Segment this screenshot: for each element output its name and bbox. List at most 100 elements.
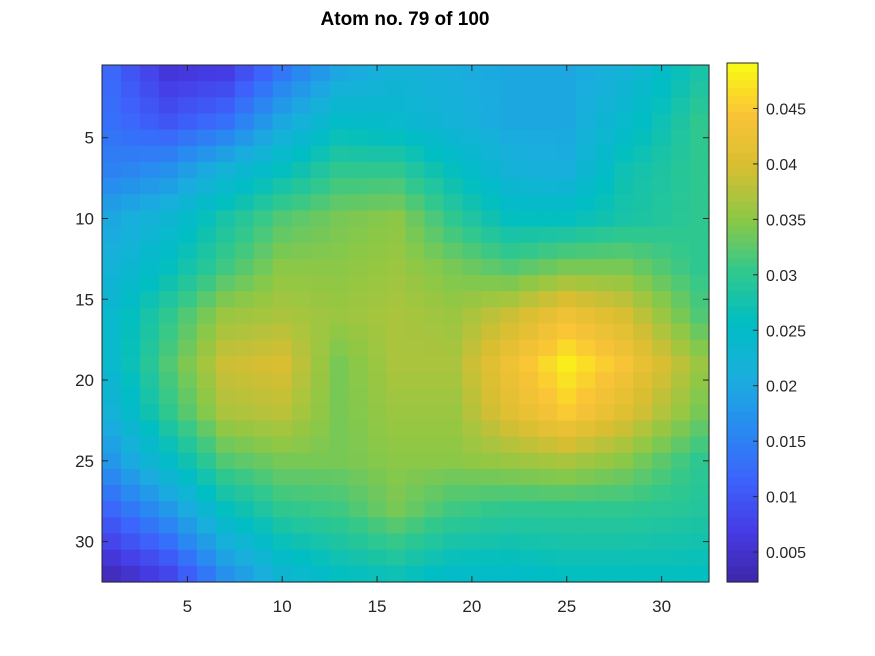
heatmap-cell [102, 275, 122, 292]
colorbar-swatch [727, 452, 758, 461]
heatmap-cell [158, 194, 179, 212]
heatmap-cell [671, 355, 691, 373]
heatmap-cell [424, 178, 445, 195]
heatmap-cell [500, 226, 520, 244]
heatmap-cell [538, 355, 558, 373]
heatmap-cell [595, 178, 615, 195]
heatmap-cell [690, 452, 710, 470]
heatmap-cell [519, 242, 539, 260]
heatmap-cell [196, 371, 217, 389]
heatmap-cell [215, 97, 236, 115]
heatmap-cell [310, 565, 331, 583]
heatmap-cell [424, 65, 445, 82]
heatmap-cell [519, 339, 539, 357]
colorbar-swatch [727, 525, 758, 534]
heatmap-cell [500, 436, 520, 454]
heatmap-cell [690, 501, 710, 518]
heatmap-cell [234, 565, 255, 583]
heatmap-cell [139, 129, 160, 147]
heatmap-cell [120, 210, 141, 228]
heatmap-cell [652, 210, 672, 228]
colorbar-swatch [727, 346, 758, 356]
heatmap-cell [671, 178, 691, 195]
heatmap-cell [215, 371, 236, 389]
heatmap-cell [690, 388, 710, 405]
heatmap-cell [329, 65, 350, 82]
heatmap-cell [196, 307, 217, 325]
heatmap-cell [196, 210, 217, 228]
heatmap-cell [272, 452, 293, 470]
heatmap-cell [177, 323, 198, 341]
heatmap-cell [329, 291, 350, 308]
heatmap-cell [386, 210, 407, 228]
heatmap-cell [120, 420, 141, 438]
heatmap-cell [538, 307, 558, 325]
heatmap-cell [633, 81, 653, 98]
heatmap-cell [614, 420, 634, 438]
heatmap-cell [196, 533, 217, 551]
heatmap-cell [272, 549, 293, 567]
heatmap-cell [158, 113, 179, 131]
heatmap-cell [443, 501, 464, 518]
heatmap-cell [291, 65, 312, 82]
heatmap-cell [481, 81, 501, 98]
heatmap-cell [443, 275, 464, 292]
y-tick-label: 15 [75, 290, 94, 309]
heatmap-cell [291, 113, 312, 131]
heatmap-cell [272, 226, 293, 244]
chart-title: Atom no. 79 of 100 [321, 9, 490, 30]
heatmap-cell [102, 258, 122, 276]
heatmap-cell [462, 145, 482, 163]
heatmap-cell [481, 226, 501, 244]
heatmap-cell [424, 129, 445, 147]
heatmap-cell [215, 420, 236, 438]
heatmap-cell [158, 355, 179, 373]
heatmap-cell [177, 161, 198, 179]
heatmap-cell [386, 420, 407, 438]
heatmap-cell [348, 452, 369, 470]
heatmap-cell [557, 339, 577, 357]
heatmap-cell [253, 258, 274, 276]
heatmap-cell [272, 129, 293, 147]
heatmap-cell [291, 565, 312, 583]
heatmap-cell [291, 468, 312, 486]
heatmap-cell [253, 533, 274, 551]
heatmap-cell [671, 323, 691, 341]
heatmap-cell [538, 242, 558, 260]
heatmap-cell [196, 355, 217, 373]
heatmap-cell [652, 226, 672, 244]
heatmap-cell [253, 388, 274, 405]
heatmap-cell [310, 468, 331, 486]
heatmap-cell [405, 565, 426, 583]
heatmap-cell [177, 81, 198, 98]
heatmap-cell [158, 307, 179, 325]
heatmap-cell [234, 549, 255, 567]
heatmap-cell [671, 565, 691, 583]
heatmap-cell [424, 388, 445, 405]
heatmap-cell [633, 275, 653, 292]
heatmap-cell [557, 517, 577, 535]
heatmap-cell [538, 533, 558, 551]
heatmap-cell [652, 307, 672, 325]
colorbar-swatch [727, 71, 758, 80]
heatmap-cell [671, 468, 691, 486]
heatmap-cell [576, 452, 596, 470]
heatmap-cell [500, 242, 520, 260]
heatmap-cell [196, 565, 217, 583]
heatmap-cell [614, 65, 634, 82]
heatmap-cell [272, 145, 293, 163]
heatmap-cell [671, 485, 691, 502]
heatmap-cell [633, 210, 653, 228]
heatmap-cell [481, 307, 501, 325]
heatmap-cell [348, 113, 369, 131]
heatmap-cell [652, 242, 672, 260]
heatmap-cell [196, 178, 217, 195]
colorbar-swatch [727, 225, 758, 234]
heatmap-cell [614, 291, 634, 308]
heatmap-cell [348, 65, 369, 82]
heatmap-cell [595, 501, 615, 518]
heatmap-cell [348, 420, 369, 438]
heatmap-cell [215, 452, 236, 470]
heatmap-cell [614, 549, 634, 567]
heatmap-cell [405, 145, 426, 163]
